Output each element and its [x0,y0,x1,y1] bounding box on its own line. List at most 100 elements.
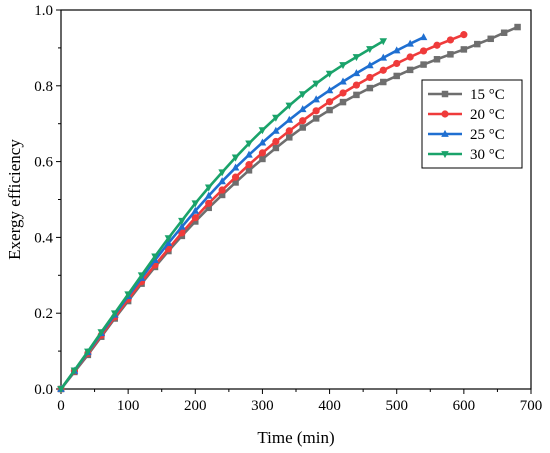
y-axis-title: Exergy efficiency [5,139,24,260]
data-point [110,310,119,318]
data-point [272,126,280,134]
y-tick-label: 1.0 [34,3,53,19]
data-point [380,78,387,86]
data-point [286,134,293,141]
x-tick-label: 0 [57,398,65,414]
data-point [352,54,361,62]
data-point [245,150,253,158]
data-point [352,69,361,77]
x-tick-label: 300 [251,398,274,414]
data-point [441,90,449,98]
data-point [312,80,320,88]
data-point [500,29,508,36]
y-tick-label: 0.8 [34,79,53,95]
data-point [299,117,307,125]
data-point [393,59,401,68]
data-point [366,61,374,69]
data-point [366,84,374,92]
data-point [231,163,240,171]
data-point [339,77,347,85]
data-point [312,115,320,122]
data-point [231,154,240,162]
data-point [191,214,199,222]
legend-item: 15 °C [428,87,505,103]
data-point [353,91,360,99]
data-point [245,167,253,174]
data-point [433,56,441,63]
plot-frame [60,9,532,390]
legend: 15 °C 20 °C 25 °C 30 °C [421,79,523,169]
data-point [352,81,361,89]
data-point [285,102,294,110]
data-point [419,47,428,55]
data-point [57,386,65,394]
data-point [218,177,226,185]
data-point [339,62,347,70]
data-point [70,367,79,375]
data-point [178,217,186,225]
axis-ticks [56,9,532,394]
x-tick-label: 200 [184,398,207,414]
x-tick-label: 400 [318,398,341,414]
data-point [514,23,521,31]
legend-label: 20 °C [470,107,505,123]
data-point [419,33,428,41]
data-point [312,95,320,103]
x-tick-label: 600 [453,398,476,414]
data-point [272,114,280,122]
data-point [258,138,267,146]
data-point [285,127,293,135]
data-point [204,191,213,199]
y-tick-label: 0.4 [34,230,53,246]
data-point [258,127,267,135]
data-point [137,272,146,280]
legend-item: 20 °C [428,107,505,123]
data-point [164,235,173,243]
series-line [59,39,384,390]
data-point [366,73,374,82]
data-point [272,137,280,146]
data-point [474,40,481,48]
data-point [379,53,388,61]
series-2 [57,31,468,393]
legend-label: 15 °C [470,87,505,103]
data-point [205,204,212,212]
data-point [298,105,307,113]
data-point [379,38,388,46]
data-point [460,31,468,39]
y-tick-label: 0.6 [34,155,53,171]
data-point [326,106,333,114]
data-point [259,155,266,163]
data-point [325,70,334,78]
data-point [245,161,253,169]
data-point [285,115,294,123]
y-tick-label: 0.0 [34,382,53,398]
data-point [205,199,213,207]
data-point [178,222,186,230]
series-4 [57,38,388,394]
data-point [441,129,449,137]
data-point [218,191,226,199]
data-point [379,66,387,74]
data-point [447,51,454,58]
data-point [218,186,226,194]
data-point [325,98,334,106]
data-point [84,348,92,356]
data-point [204,184,213,192]
series-layer [57,23,521,394]
data-point [406,53,414,61]
x-tick-label: 100 [117,398,140,414]
legend-label: 25 °C [470,127,505,143]
data-point [298,91,307,99]
data-point [406,39,414,47]
data-point [97,329,106,337]
data-point [325,86,334,94]
data-point [245,140,253,148]
data-point [191,200,200,208]
legend-label: 30 °C [470,147,505,163]
data-point [231,173,240,181]
data-point [487,35,494,43]
data-point [420,61,427,68]
data-point [433,41,441,49]
